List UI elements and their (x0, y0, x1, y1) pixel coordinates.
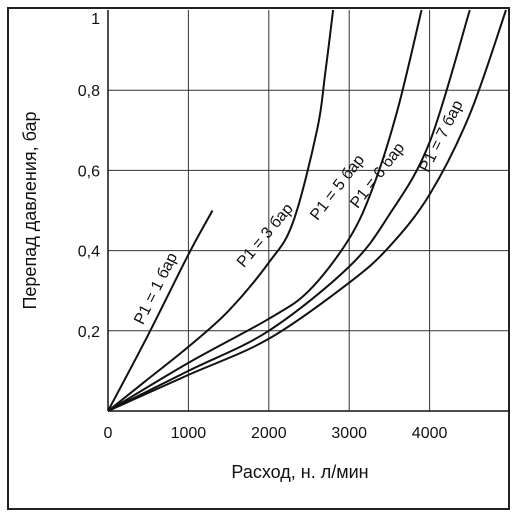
y-axis-title: Перепад давления, бар (20, 111, 40, 309)
x-tick-label-0: 0 (104, 425, 113, 442)
y-tick-label-3: 0,8 (78, 83, 100, 100)
labels: 0 1000 2000 3000 4000 0,2 0,4 0,6 0,8 1 P1 = 1 бар… (78, 11, 467, 442)
series-line-0 (107, 210, 214, 412)
y-tick-label-0: 0,2 (78, 324, 100, 341)
y-tick-label-2: 0,6 (78, 163, 100, 180)
series-line-3 (107, 9, 471, 412)
y-tick-label-1: 0,4 (78, 244, 100, 261)
series-label-0: P1 = 1 бар (131, 250, 181, 327)
series-line-4 (107, 9, 507, 412)
x-tick-label-3: 3000 (331, 425, 367, 442)
x-tick-label-4: 4000 (412, 425, 448, 442)
x-tick-label-2: 2000 (251, 425, 287, 442)
y-tick-label-4: 1 (91, 11, 100, 28)
chart-frame (7, 7, 510, 510)
axes (107, 10, 510, 412)
series-line-2 (107, 9, 423, 412)
x-axis-title: Расход, н. л/мин (231, 462, 368, 482)
x-tick-label-1: 1000 (171, 425, 207, 442)
series-lines (107, 9, 507, 412)
series-line-1 (107, 9, 335, 412)
